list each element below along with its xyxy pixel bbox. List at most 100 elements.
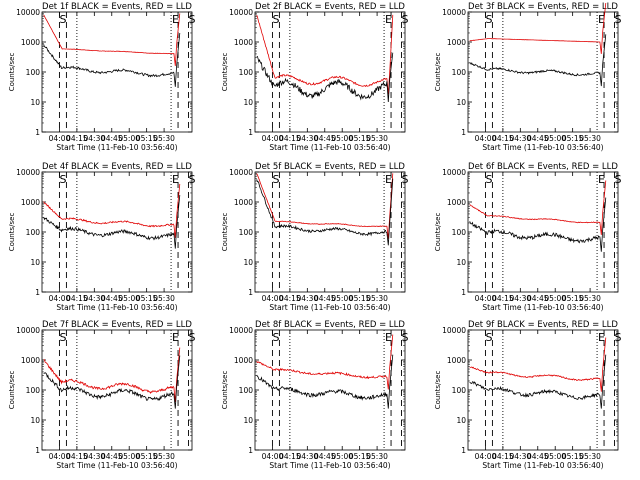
- marker-letter: E: [385, 331, 392, 344]
- y-tick-label: 10000: [229, 168, 253, 177]
- y-tick-label: 1000: [234, 356, 253, 365]
- lld-series-line: [469, 180, 607, 235]
- y-axis-label: Counts/sec: [221, 213, 229, 252]
- x-tick-label: 05:15: [349, 294, 371, 303]
- x-axis-label: Start Time (11-Feb-10 03:56:40): [482, 461, 603, 470]
- x-tick-label: 05:30: [366, 134, 388, 143]
- y-tick-label: 1: [461, 128, 466, 137]
- marker-letter: S: [485, 331, 492, 344]
- x-tick-label: 05:15: [562, 452, 584, 461]
- x-axis-label: Start Time (11-Feb-10 03:56:40): [56, 461, 177, 470]
- x-tick-label: 04:15: [66, 452, 88, 461]
- y-tick-label: 1000: [21, 356, 40, 365]
- panel-title: Det 8f BLACK = Events, RED = LLD: [255, 320, 405, 330]
- x-tick-label: 05:00: [331, 452, 353, 461]
- y-tick-label: 10000: [16, 168, 40, 177]
- marker-letter: S: [189, 173, 196, 186]
- marker-letter: S: [402, 173, 409, 186]
- y-tick-label: 100: [26, 386, 41, 395]
- x-tick-label: 05:15: [349, 452, 371, 461]
- x-tick-label: 04:00: [475, 294, 497, 303]
- y-tick-label: 1000: [234, 38, 253, 47]
- y-axis-label: Counts/sec: [221, 53, 229, 92]
- y-tick-label: 10: [243, 98, 253, 107]
- marker-letter: S: [59, 13, 66, 26]
- y-tick-label: 100: [239, 228, 254, 237]
- marker-letter: E: [598, 331, 605, 344]
- marker-letter: E: [172, 331, 179, 344]
- y-tick-label: 1: [248, 446, 253, 455]
- x-tick-label: 04:45: [527, 134, 549, 143]
- x-tick-label: 04:00: [475, 452, 497, 461]
- x-tick-label: 04:15: [492, 452, 514, 461]
- y-tick-label: 10: [456, 98, 466, 107]
- y-tick-label: 10000: [16, 8, 40, 17]
- x-tick-label: 05:15: [562, 134, 584, 143]
- marker-letter: S: [189, 13, 196, 26]
- marker-letter: S: [485, 173, 492, 186]
- x-tick-label: 04:30: [510, 294, 532, 303]
- marker-letter: S: [615, 13, 622, 26]
- plot-frame: [41, 11, 193, 133]
- detector-panel-8: Det 8f BLACK = Events, RED = LLD 1 10 100 10…: [221, 320, 409, 470]
- x-axis-label: Start Time (11-Feb-10 03:56:40): [269, 461, 390, 470]
- x-tick-label: 05:15: [562, 294, 584, 303]
- x-tick-label: 05:15: [136, 134, 158, 143]
- x-tick-label: 04:30: [84, 134, 106, 143]
- lld-series-line: [43, 183, 181, 238]
- x-tick-label: 04:30: [297, 134, 319, 143]
- x-tick-label: 04:00: [475, 134, 497, 143]
- lld-series-line: [469, 2, 607, 54]
- panel-title: Det 5f BLACK = Events, RED = LLD: [255, 162, 405, 172]
- x-tick-label: 05:00: [118, 134, 140, 143]
- y-tick-label: 10: [243, 258, 253, 267]
- marker-letter: S: [615, 173, 622, 186]
- x-axis-label: Start Time (11-Feb-10 03:56:40): [56, 303, 177, 312]
- x-tick-label: 05:00: [331, 294, 353, 303]
- x-tick-label: 04:45: [314, 452, 336, 461]
- x-tick-label: 05:15: [349, 134, 371, 143]
- detector-panel-1: Det 1f BLACK = Events, RED = LLD 1 10 100 10…: [8, 2, 196, 152]
- marker-letter: E: [172, 173, 179, 186]
- x-tick-label: 04:30: [84, 294, 106, 303]
- x-tick-label: 05:30: [153, 294, 175, 303]
- plot-frame: [254, 11, 406, 133]
- plot-frame: [41, 329, 193, 451]
- y-tick-label: 1: [35, 288, 40, 297]
- y-tick-label: 1000: [447, 356, 466, 365]
- x-tick-label: 04:15: [66, 294, 88, 303]
- lld-series-line: [469, 337, 607, 392]
- lld-series-line: [256, 14, 394, 95]
- x-tick-label: 04:45: [314, 134, 336, 143]
- y-tick-label: 1: [461, 288, 466, 297]
- lld-series-line: [256, 173, 394, 239]
- x-tick-label: 05:00: [544, 134, 566, 143]
- events-series-line: [469, 34, 607, 87]
- y-axis-label: Counts/sec: [434, 53, 442, 92]
- y-tick-label: 10: [456, 258, 466, 267]
- y-tick-label: 100: [26, 228, 41, 237]
- x-tick-label: 05:00: [331, 134, 353, 143]
- panel-title: Det 3f BLACK = Events, RED = LLD: [468, 2, 618, 12]
- marker-letter: E: [598, 13, 605, 26]
- x-tick-label: 05:00: [544, 452, 566, 461]
- detector-panel-9: Det 9f BLACK = Events, RED = LLD 1 10 100 10…: [434, 320, 622, 470]
- x-tick-label: 05:15: [136, 452, 158, 461]
- y-axis-label: Counts/sec: [221, 371, 229, 410]
- y-tick-label: 10: [30, 416, 40, 425]
- y-axis-label: Counts/sec: [434, 213, 442, 252]
- detector-panel-3: Det 3f BLACK = Events, RED = LLD 1 10 100 10…: [434, 2, 622, 152]
- x-tick-label: 04:45: [314, 294, 336, 303]
- panel-title: Det 9f BLACK = Events, RED = LLD: [468, 320, 618, 330]
- y-axis-label: Counts/sec: [8, 371, 16, 410]
- y-tick-label: 100: [239, 386, 254, 395]
- x-tick-label: 05:30: [153, 452, 175, 461]
- marker-letter: S: [272, 13, 279, 26]
- panel-title: Det 6f BLACK = Events, RED = LLD: [468, 162, 618, 172]
- y-tick-label: 1000: [447, 38, 466, 47]
- x-axis-label: Start Time (11-Feb-10 03:56:40): [56, 143, 177, 152]
- x-tick-label: 05:00: [118, 294, 140, 303]
- events-series-line: [256, 178, 394, 246]
- y-tick-label: 10000: [442, 8, 466, 17]
